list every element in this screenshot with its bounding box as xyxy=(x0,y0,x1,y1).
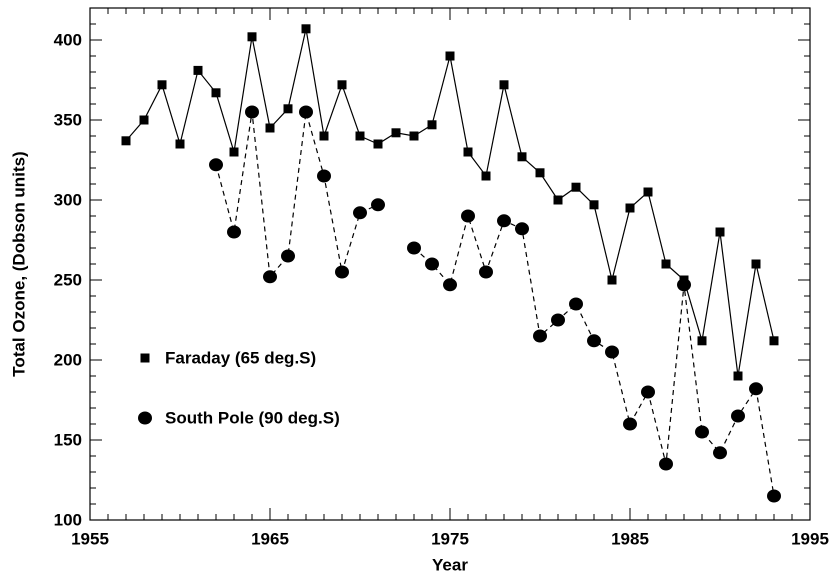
x-tick-label: 1965 xyxy=(251,529,289,548)
point xyxy=(139,115,149,125)
point xyxy=(247,32,257,42)
point xyxy=(733,371,743,381)
point xyxy=(301,24,311,34)
point xyxy=(587,334,601,348)
point xyxy=(425,257,439,271)
point xyxy=(479,265,493,279)
point xyxy=(659,457,673,471)
point xyxy=(209,158,223,172)
y-tick-label: 400 xyxy=(54,30,82,49)
x-tick-label: 1955 xyxy=(71,529,109,548)
point xyxy=(263,270,277,284)
legend-label: South Pole (90 deg.S) xyxy=(165,408,340,427)
point xyxy=(281,249,295,263)
point xyxy=(427,120,437,130)
point xyxy=(317,169,331,183)
point xyxy=(407,241,421,255)
y-tick-label: 350 xyxy=(54,110,82,129)
point xyxy=(445,51,455,61)
point xyxy=(373,139,383,149)
point xyxy=(533,329,547,343)
point xyxy=(677,278,691,292)
point xyxy=(623,417,637,431)
point xyxy=(571,182,581,192)
point xyxy=(697,336,707,346)
point xyxy=(517,152,527,162)
point xyxy=(175,139,185,149)
point xyxy=(355,131,365,141)
point xyxy=(607,275,617,285)
point xyxy=(227,225,241,239)
point xyxy=(335,265,349,279)
point xyxy=(731,409,745,423)
point xyxy=(749,382,763,396)
point xyxy=(767,489,781,503)
point xyxy=(463,147,473,157)
point xyxy=(265,123,275,133)
y-tick-label: 100 xyxy=(54,510,82,529)
plot-frame xyxy=(89,7,811,521)
y-tick-label: 150 xyxy=(54,430,82,449)
point xyxy=(569,297,583,311)
point xyxy=(283,104,293,114)
point xyxy=(461,209,475,223)
point xyxy=(751,259,761,269)
point xyxy=(695,425,709,439)
point xyxy=(337,80,347,90)
y-tick-label: 300 xyxy=(54,190,82,209)
point xyxy=(157,80,167,90)
point xyxy=(515,222,529,236)
y-tick-label: 250 xyxy=(54,270,82,289)
point xyxy=(299,105,313,119)
point xyxy=(443,278,457,292)
point xyxy=(121,136,131,146)
point xyxy=(391,128,401,138)
point xyxy=(353,206,367,220)
y-axis-label: Total Ozone, (Dobson units) xyxy=(9,151,28,376)
x-tick-label: 1975 xyxy=(431,529,469,548)
x-axis-label: Year xyxy=(432,555,468,574)
point xyxy=(211,88,221,98)
x-tick-label: 1995 xyxy=(791,529,829,548)
y-tick-label: 200 xyxy=(54,350,82,369)
point xyxy=(409,131,419,141)
point xyxy=(605,345,619,359)
series-line xyxy=(215,111,775,497)
point xyxy=(641,385,655,399)
point xyxy=(371,198,385,212)
point xyxy=(229,147,239,157)
legend-label: Faraday (65 deg.S) xyxy=(165,348,316,367)
point xyxy=(643,187,653,197)
point xyxy=(245,105,259,119)
point xyxy=(481,171,491,181)
point xyxy=(625,203,635,213)
legend-marker xyxy=(138,411,152,425)
point xyxy=(769,336,779,346)
x-tick-label: 1985 xyxy=(611,529,649,548)
point xyxy=(661,259,671,269)
point xyxy=(319,131,329,141)
legend-marker xyxy=(140,353,150,363)
point xyxy=(589,200,599,210)
point xyxy=(551,313,565,327)
point xyxy=(715,227,725,237)
point xyxy=(713,446,727,460)
point xyxy=(193,65,203,75)
point xyxy=(499,80,509,90)
series-line xyxy=(125,28,775,377)
point xyxy=(497,214,511,228)
point xyxy=(535,168,545,178)
point xyxy=(553,195,563,205)
